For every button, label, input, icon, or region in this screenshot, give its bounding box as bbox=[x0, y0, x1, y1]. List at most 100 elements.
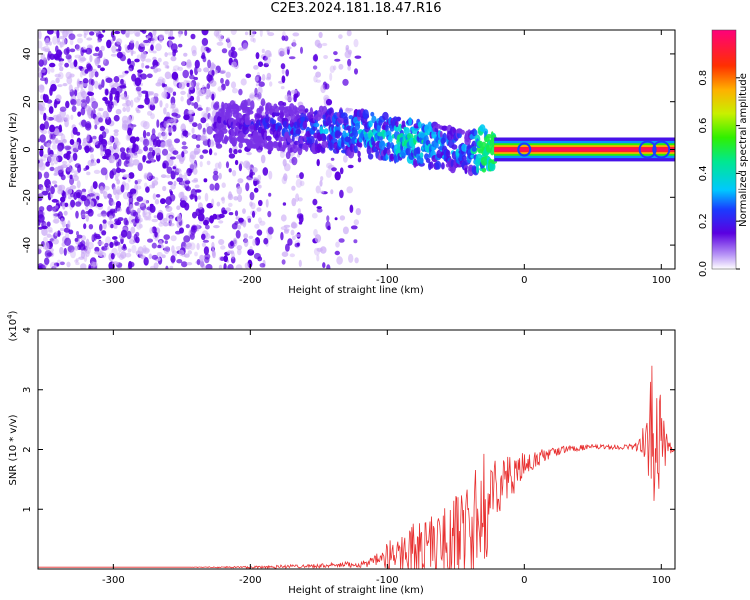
spectrogram-speckle bbox=[47, 154, 55, 163]
spectrogram-speckle bbox=[186, 262, 193, 266]
spectrogram-speckle bbox=[114, 218, 120, 223]
spectrogram-speckle bbox=[184, 253, 190, 258]
spectrogram-speckle bbox=[136, 196, 144, 202]
ridge-blob bbox=[403, 127, 410, 135]
ridge-blob bbox=[429, 161, 434, 169]
spectrogram-speckle bbox=[203, 219, 209, 226]
spectrogram-speckle bbox=[83, 30, 89, 36]
spectrogram-speckle bbox=[113, 137, 119, 145]
spectrogram-speckle bbox=[219, 69, 227, 74]
ridge-blob bbox=[386, 141, 391, 150]
spectrogram-speckle bbox=[44, 37, 50, 46]
spectrogram-speckle bbox=[211, 141, 215, 146]
spectrogram-speckle bbox=[189, 74, 195, 80]
spectrogram-speckle bbox=[220, 245, 226, 250]
spectrogram-speckle bbox=[127, 58, 132, 65]
spectrogram-speckle bbox=[135, 86, 142, 92]
spectrogram-speckle bbox=[354, 55, 362, 59]
spectrogram-speckle bbox=[339, 215, 346, 221]
spectrogram-speckle bbox=[142, 121, 150, 130]
colorbar-tick-label: 0.0 bbox=[698, 261, 709, 277]
spectrogram-speckle bbox=[330, 157, 335, 161]
spectrogram-speckle bbox=[67, 245, 75, 253]
spectrogram-speckle bbox=[354, 68, 358, 75]
spectrogram-speckle bbox=[66, 261, 71, 268]
spectrogram-speckle bbox=[297, 197, 303, 202]
spectrogram-speckle bbox=[268, 192, 272, 197]
spectrogram-speckle bbox=[144, 96, 150, 105]
y-tick-label: 0 bbox=[22, 146, 33, 152]
spectrogram-speckle bbox=[119, 54, 126, 62]
spectrogram-speckle bbox=[55, 94, 62, 102]
ridge-blob bbox=[370, 111, 375, 117]
spectrogram-speckle bbox=[333, 65, 337, 71]
spectrogram-speckle bbox=[113, 239, 119, 247]
spectrogram-speckle bbox=[311, 212, 318, 219]
spectrogram-speckle bbox=[227, 193, 234, 201]
spectrogram-speckle bbox=[163, 234, 170, 241]
spectrogram-speckle bbox=[93, 30, 100, 34]
spectrogram-speckle bbox=[173, 109, 179, 113]
spectrogram-speckle bbox=[119, 85, 127, 89]
spectrogram-speckle bbox=[76, 98, 81, 107]
spectrogram-speckle bbox=[181, 261, 188, 268]
ridge-blob bbox=[274, 105, 280, 114]
x-tick-label: -300 bbox=[102, 275, 125, 286]
ridge-blob bbox=[377, 124, 381, 134]
spectrogram-speckle bbox=[122, 107, 127, 112]
spectrogram-speckle bbox=[51, 207, 56, 213]
spectrogram-speckle bbox=[149, 227, 154, 234]
spectrogram-speckle bbox=[347, 49, 352, 55]
spectrogram-speckle bbox=[136, 185, 142, 190]
spectrogram-speckle bbox=[176, 259, 183, 264]
spectrogram-speckle bbox=[116, 167, 121, 174]
band-blip bbox=[652, 140, 671, 159]
spectrogram-speckle bbox=[281, 259, 286, 265]
spectrogram-speckle bbox=[53, 172, 58, 176]
spectrogram-speckle bbox=[228, 147, 233, 154]
spectrogram-speckle bbox=[342, 78, 349, 86]
spectrogram-speckle bbox=[75, 258, 79, 263]
spectrogram-speckle bbox=[209, 116, 214, 121]
spectrogram-speckle bbox=[149, 139, 153, 146]
spectrogram-speckle bbox=[263, 237, 269, 245]
ridge-blob bbox=[442, 132, 447, 143]
spectrogram-speckle bbox=[194, 251, 198, 257]
spectrogram-speckle bbox=[133, 97, 140, 103]
spectrogram-speckle bbox=[52, 36, 58, 45]
spectrogram-speckle bbox=[231, 61, 237, 68]
spectrogram-speckle bbox=[206, 160, 211, 166]
ridge-blob bbox=[271, 119, 277, 125]
spectrogram-speckle bbox=[180, 90, 186, 95]
spectrogram-speckle bbox=[191, 134, 198, 140]
spectrogram-speckle bbox=[315, 79, 321, 83]
spectrogram-speckle bbox=[54, 184, 58, 188]
spectrogram-speckle bbox=[345, 107, 349, 112]
spectrogram-speckle bbox=[254, 237, 261, 246]
ridge-blob bbox=[387, 134, 393, 143]
spectrogram-speckle bbox=[163, 120, 170, 129]
spectrogram-speckle bbox=[124, 70, 129, 74]
spectrogram-speckle bbox=[120, 184, 125, 193]
spectrogram-speckle bbox=[316, 206, 322, 210]
spectrogram-speckle bbox=[193, 101, 199, 109]
spectrogram-speckle bbox=[51, 143, 58, 150]
spectrogram-speckle bbox=[103, 153, 111, 158]
spectrogram-speckle bbox=[179, 156, 185, 165]
spectrogram-speckle bbox=[265, 199, 269, 208]
spectrogram-speckle bbox=[80, 99, 87, 103]
spectrogram-speckle bbox=[116, 161, 120, 168]
spectrogram-speckle bbox=[258, 81, 265, 87]
spectrogram-speckle bbox=[257, 61, 264, 67]
spectrogram-speckle bbox=[255, 83, 260, 87]
spectrogram-speckle bbox=[92, 261, 98, 267]
spectrogram-speckle bbox=[90, 153, 94, 160]
spectrogram-speckle bbox=[156, 68, 162, 72]
spectrogram-speckle bbox=[105, 116, 112, 126]
spectrogram-speckle bbox=[52, 238, 59, 245]
spectrogram-speckle bbox=[164, 52, 168, 58]
spectrogram-speckle bbox=[312, 54, 318, 62]
spectrogram-speckle bbox=[143, 208, 148, 216]
spectrogram-speckle bbox=[58, 51, 63, 55]
ridge-blob bbox=[401, 120, 406, 127]
